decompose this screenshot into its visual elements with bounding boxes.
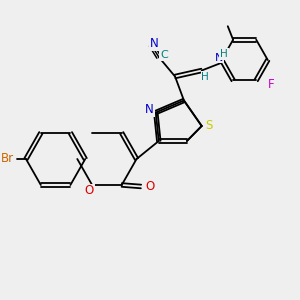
Text: H: H bbox=[201, 72, 209, 82]
Text: O: O bbox=[146, 180, 155, 193]
Text: N: N bbox=[145, 103, 154, 116]
Text: S: S bbox=[206, 119, 213, 133]
Text: F: F bbox=[268, 78, 274, 91]
Text: H: H bbox=[220, 49, 228, 59]
Text: N: N bbox=[214, 52, 223, 63]
Text: N: N bbox=[150, 37, 159, 50]
Text: C: C bbox=[160, 50, 168, 61]
Text: O: O bbox=[85, 184, 94, 197]
Text: Br: Br bbox=[1, 152, 14, 166]
